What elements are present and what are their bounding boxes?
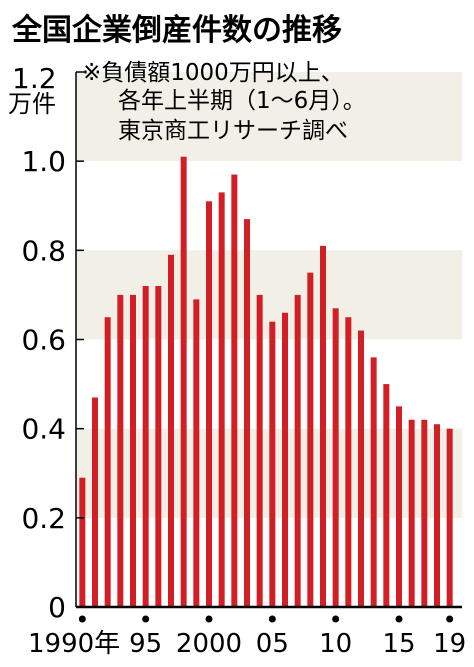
x-tick-dot <box>446 615 454 623</box>
bar-2017 <box>421 419 428 607</box>
y-tick-label: 0 <box>48 591 66 624</box>
bar-2014 <box>383 384 390 607</box>
bar-2018 <box>434 424 440 607</box>
y-tick-label: 1.0 <box>21 145 66 178</box>
bar-1997 <box>168 254 174 607</box>
bar-2005 <box>269 321 276 607</box>
x-tick-label: 10 <box>319 629 352 659</box>
chart-title: 全国企業倒産件数の推移 <box>11 13 342 48</box>
y-axis-unit: 万件 <box>8 90 56 118</box>
x-tick-dot <box>395 615 403 623</box>
x-tick-label: 1990年 <box>28 629 120 659</box>
y-tick-label: 0.6 <box>21 324 66 357</box>
y-tick-label: 0.2 <box>21 502 66 535</box>
bar-2007 <box>294 294 301 607</box>
bar-2016 <box>408 419 415 607</box>
grid-band <box>76 72 462 162</box>
bar-2012 <box>358 330 364 607</box>
bar-2009 <box>320 245 326 607</box>
x-tick-label: 19 <box>433 629 466 659</box>
y-tick-label: 0.8 <box>21 234 66 267</box>
bar-2002 <box>231 174 238 607</box>
bar-2004 <box>256 294 263 607</box>
bar-1990 <box>79 477 86 607</box>
x-tick-dot <box>78 615 86 623</box>
bar-1999 <box>193 299 200 607</box>
bar-2013 <box>370 357 377 607</box>
y-tick-labels: 0 0.2 0.4 0.6 0.8 1.0 1.2 <box>12 62 84 624</box>
y-tick-label: 1.2 <box>12 62 57 95</box>
bar-1992 <box>104 317 111 607</box>
x-tick-label: 15 <box>382 629 415 659</box>
bars <box>79 156 453 608</box>
x-tick-dot <box>268 615 276 623</box>
note-line-3: 東京商工リサーチ調べ <box>118 118 348 144</box>
bar-2000 <box>206 201 212 607</box>
bar-1994 <box>130 294 136 607</box>
x-tick-dot <box>332 615 340 623</box>
x-tick-dot <box>205 615 213 623</box>
bar-2015 <box>396 406 402 607</box>
bar-1996 <box>155 286 162 607</box>
y-tick-label: 0.4 <box>21 413 66 446</box>
x-tick-label: 2000 <box>176 629 242 659</box>
bar-2006 <box>282 312 288 607</box>
bar-1998 <box>180 156 187 608</box>
x-tick-label: 05 <box>256 629 289 659</box>
bar-1993 <box>117 294 124 607</box>
bar-2001 <box>218 192 225 607</box>
x-tick-dot <box>142 615 150 623</box>
bar-2019 <box>446 428 453 607</box>
bar-2008 <box>307 272 314 607</box>
x-tick-labels: 1990年 95 2000 05 10 15 19 <box>28 615 466 659</box>
grid-band <box>76 250 462 340</box>
bar-1995 <box>142 286 149 607</box>
bar-2010 <box>332 308 339 607</box>
bar-2003 <box>244 219 250 607</box>
x-tick-label: 95 <box>129 629 162 659</box>
note-line-1: ※負債額1000万円以上、 <box>82 60 344 86</box>
bar-1991 <box>92 397 98 607</box>
bar-2011 <box>345 317 352 607</box>
note-line-2: 各年上半期（1～6月）。 <box>118 88 366 114</box>
